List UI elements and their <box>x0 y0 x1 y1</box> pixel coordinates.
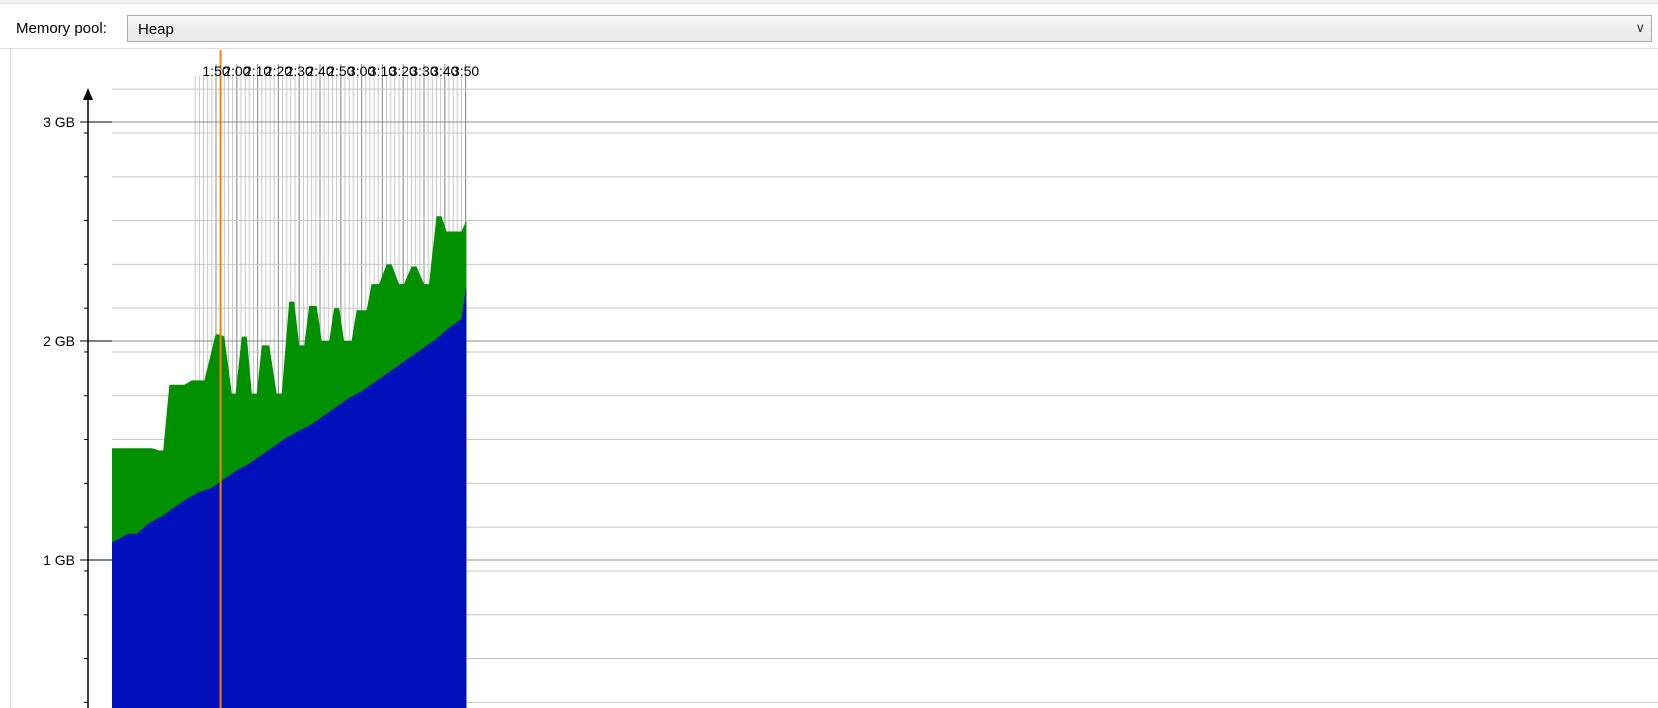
x-tick-label: 2:30 <box>286 63 313 79</box>
chart-labels: 1 GB 2 GB 3 GB 1:502:002:102:202:302:402:50… <box>43 63 479 568</box>
x-tick-label: 3:50 <box>452 63 479 79</box>
x-tick-label: 2:00 <box>223 63 250 79</box>
memory-pool-label: Memory pool: <box>16 20 107 37</box>
x-tick-label: 3:00 <box>348 63 375 79</box>
used-memory-area <box>112 286 467 708</box>
x-tick-label: 2:20 <box>265 63 292 79</box>
chart-areas <box>112 216 467 708</box>
window-top-edge <box>0 0 1658 4</box>
memory-pool-value: Heap <box>138 21 174 38</box>
x-tick-label: 2:50 <box>327 63 354 79</box>
panel-left-border <box>10 49 11 708</box>
toolbar-divider <box>0 48 1658 49</box>
x-tick-label: 3:20 <box>390 63 417 79</box>
x-tick-label: 2:40 <box>306 63 333 79</box>
chevron-down-icon[interactable]: ∨ <box>1635 20 1645 35</box>
y-axis-arrow-icon <box>83 88 93 100</box>
x-tick-label: 3:30 <box>410 63 437 79</box>
y-tick-label: 3 GB <box>43 114 75 130</box>
y-tick-label: 1 GB <box>43 552 75 568</box>
x-tick-label: 1:50 <box>202 63 229 79</box>
x-tick-label: 3:40 <box>431 63 458 79</box>
y-tick-label: 2 GB <box>43 333 75 349</box>
x-tick-label: 3:10 <box>369 63 396 79</box>
chart-axes <box>80 50 222 708</box>
memory-pool-select[interactable]: Heap ∨ <box>127 15 1652 42</box>
x-tick-label: 2:10 <box>244 63 271 79</box>
toolbar: Memory pool: Heap ∨ <box>0 0 1658 48</box>
